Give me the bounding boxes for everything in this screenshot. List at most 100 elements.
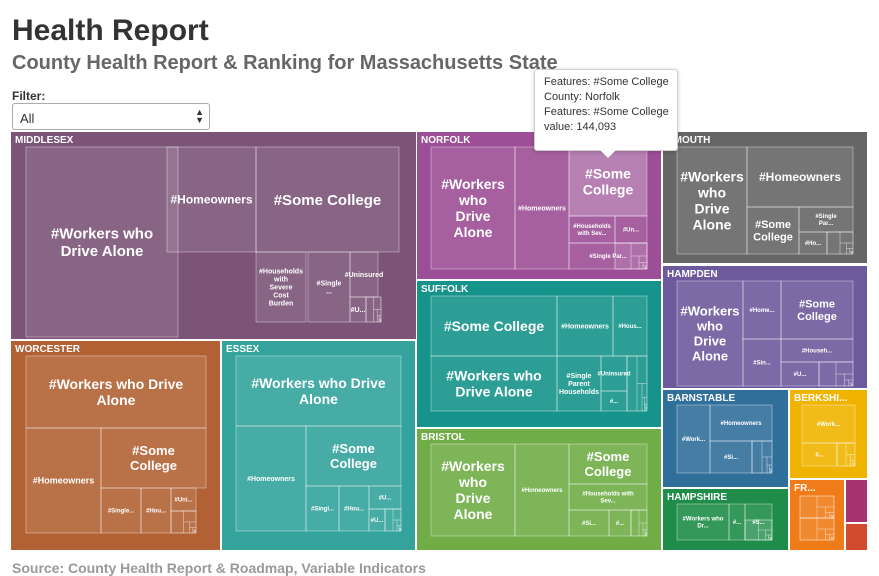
county-label: WORCESTER (15, 344, 81, 355)
treemap-cell-homeowners[interactable]: #Homeowners (747, 147, 853, 207)
treemap-cell-some-college[interactable]: #Some College (431, 296, 557, 356)
tooltip-line-county: County: Norfolk (544, 90, 668, 105)
treemap-cell-small[interactable] (827, 232, 853, 254)
treemap-cell-small[interactable] (745, 520, 772, 540)
tooltip-pointer (600, 150, 616, 158)
treemap-cell-homeowners[interactable]: #Homeowners (26, 428, 101, 533)
county-block[interactable] (846, 480, 867, 522)
cell-label: #Homeowners (170, 193, 252, 207)
county-barnstable[interactable]: BARNSTABLE#Work...#Homeowners#Si... (663, 390, 788, 487)
treemap-cell-homeowners[interactable]: #... (802, 443, 837, 466)
treemap-cell-homeowners[interactable]: #Homeowners (515, 147, 569, 269)
cell-label: #U... (351, 307, 366, 314)
treemap-cell-unemployed[interactable]: #U... (369, 509, 385, 531)
tooltip-line-features-2: Features: #Some College (544, 105, 668, 120)
treemap-cell-homeowners[interactable]: #Homeowners (236, 426, 306, 531)
treemap-cell-single-parent-households[interactable]: #Single... (308, 252, 350, 322)
treemap-cell-small[interactable] (171, 511, 196, 533)
treemap-cell-cell[interactable] (800, 518, 834, 540)
source-note: Source: County Health Report & Roadmap, … (12, 560, 426, 576)
treemap-cell-small[interactable] (837, 443, 855, 466)
county-nantucket[interactable] (846, 524, 867, 550)
treemap-cell-single-parent-households[interactable]: #Singl... (306, 486, 339, 531)
treemap-cell-small[interactable] (631, 510, 647, 536)
treemap-cell-households-with-severe-cost-burden[interactable]: #Ho... (799, 232, 827, 254)
treemap-cell-small[interactable] (627, 356, 647, 411)
county-label: NORFOLK (421, 135, 471, 146)
treemap-cell-small[interactable] (366, 297, 381, 322)
treemap-cell-uninsured[interactable]: #U... (369, 486, 401, 509)
treemap-cell-some-college[interactable]: #Si... (710, 441, 752, 473)
treemap-cell-homeowners[interactable]: #Homeowners (515, 444, 569, 536)
treemap-cell-uninsured[interactable]: #Un... (615, 216, 647, 243)
treemap-cell-some-college[interactable]: #Some College (256, 147, 399, 252)
treemap-cell-workers-who-drive-alone[interactable]: #Work... (677, 405, 710, 473)
treemap-cell-uninsured[interactable]: #U... (781, 362, 819, 386)
treemap-cell-uninsured[interactable]: #... (609, 510, 631, 536)
treemap-cell-unemployed[interactable]: #U... (350, 297, 366, 322)
cell-label: #Singl... (311, 507, 334, 513)
treemap-cell-homeowners[interactable]: #Homeowners (167, 147, 256, 252)
treemap-cell-homeowners[interactable]: #... (729, 504, 745, 540)
county-hampshire[interactable]: HAMPSHIRE#Workers whoDr...#...#S... (663, 489, 788, 550)
treemap-cell-small[interactable] (615, 243, 647, 269)
county-dukes[interactable] (846, 480, 867, 522)
treemap-cell-households-with-severe-cost-burden[interactable]: #Hous... (613, 296, 647, 356)
treemap-cell-single-parent-households[interactable]: #Si... (569, 510, 609, 536)
treemap-cell-uninsured[interactable]: #Uni... (171, 488, 196, 511)
treemap-cell-cell[interactable] (800, 496, 834, 518)
treemap-cell-uninsured[interactable]: #Uninsured (597, 356, 630, 391)
cell-label: #U... (794, 372, 807, 378)
treemap-cell-single-parent-households[interactable]: #Sin... (743, 339, 781, 386)
cell-label: #Househ... (802, 349, 833, 355)
treemap-cell-small[interactable] (752, 441, 772, 473)
county-franklin[interactable]: FR... (790, 480, 844, 550)
cell-label: #Homeowners (561, 323, 609, 330)
county-block[interactable] (846, 524, 867, 550)
county-suffolk[interactable]: SUFFOLK#Some College#Homeowners#Hous...#… (417, 281, 661, 427)
treemap-cell-small[interactable] (819, 362, 853, 386)
treemap-cell-single-parent-households[interactable]: #Single... (101, 488, 141, 533)
treemap-cell-households-with-severe-cost-burden[interactable]: #Househ... (781, 339, 853, 362)
treemap-cell-households-with-severe-cost-burden[interactable]: #Hou... (141, 488, 171, 533)
treemap-cell-small[interactable] (385, 509, 401, 531)
county-berkshire[interactable]: BERKSHI...#Work...#... (790, 390, 867, 478)
treemap-cell-uninsured[interactable]: #Uninsured (345, 252, 384, 297)
treemap-cell-homeowners[interactable]: #Homeowners (710, 405, 772, 441)
county-label: BERKSHI... (794, 393, 848, 404)
treemap-cell-homeowners[interactable]: #Homeowners (557, 296, 613, 356)
treemap-cell-homeowners[interactable]: #Home... (743, 281, 781, 339)
county-label: HAMPSHIRE (667, 492, 727, 503)
treemap-cell-workers-who-drive-alone[interactable]: #Work... (802, 405, 855, 443)
treemap-cell-households-with-severe-cost-burden[interactable]: #Hou... (339, 486, 369, 531)
treemap-cell-unemployed[interactable]: #... (601, 391, 627, 411)
